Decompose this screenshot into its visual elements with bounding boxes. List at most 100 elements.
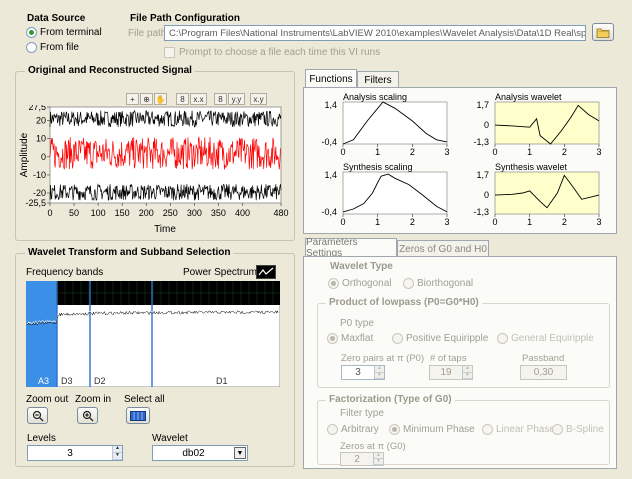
increment-arrow-icon[interactable]: ▲ xyxy=(463,366,472,373)
zero-pairs-stepper[interactable]: 3 ▲ ▼ xyxy=(341,365,385,380)
taps-value[interactable]: 19 xyxy=(440,367,452,378)
wavelet-select[interactable]: db02 ▼ xyxy=(152,445,248,461)
radio-linear-phase[interactable]: Linear Phase xyxy=(482,424,555,435)
x-tick-label: 300 xyxy=(187,208,202,218)
checkbox-box[interactable] xyxy=(164,47,175,58)
zero-pairs-value[interactable]: 3 xyxy=(355,367,361,378)
y-lock-icon[interactable]: 8 xyxy=(214,93,227,105)
radio-minimum-phase[interactable]: Minimum Phase xyxy=(389,424,475,435)
band-label-a3: A3 xyxy=(38,376,49,386)
radio-from-terminal[interactable]: From terminal xyxy=(26,27,102,38)
radio-dot-icon[interactable] xyxy=(327,333,338,344)
tab-zeros-g0-h0[interactable]: Zeros of G0 and H0 xyxy=(397,240,489,257)
levels-value[interactable]: 3 xyxy=(67,447,73,459)
radio-dot-icon[interactable] xyxy=(392,333,403,344)
y-tick-label: 0 xyxy=(484,120,489,130)
radio-maxflat[interactable]: Maxflat xyxy=(327,333,373,344)
y-tick-label: -0,4 xyxy=(321,137,337,147)
radio-dot-icon[interactable] xyxy=(328,278,339,289)
frequency-bands-graph[interactable]: A3 D3 D2 D1 xyxy=(26,281,280,387)
decrement-arrow-icon[interactable]: ▼ xyxy=(463,372,472,379)
band-label-d1: D1 xyxy=(216,376,228,386)
zoom-out-label: Zoom out xyxy=(26,394,69,405)
folder-icon xyxy=(596,28,610,38)
tab-parameters-settings[interactable]: Parameters Settings xyxy=(305,237,397,259)
increment-arrow-icon[interactable]: ▲ xyxy=(374,453,383,459)
radio-general-equiripple[interactable]: General Equiripple xyxy=(497,333,594,344)
radio-biorthogonal[interactable]: Biorthogonal xyxy=(403,278,473,289)
increment-arrow-icon[interactable]: ▲ xyxy=(113,446,122,453)
radio-dot-icon[interactable] xyxy=(26,27,37,38)
zoom-in-button[interactable] xyxy=(77,407,98,424)
y-format-icon[interactable]: y.y xyxy=(228,93,245,105)
select-all-button[interactable] xyxy=(126,407,150,424)
tab-functions[interactable]: Functions xyxy=(305,69,357,88)
y-tick-label: 1,7 xyxy=(476,170,489,180)
increment-arrow-icon[interactable]: ▲ xyxy=(375,366,384,373)
band-dividers xyxy=(56,281,280,387)
chevron-down-icon[interactable]: ▼ xyxy=(234,447,246,459)
radio-positive-equiripple[interactable]: Positive Equiripple xyxy=(392,333,488,344)
xy-format-icon[interactable]: x.y xyxy=(250,93,267,105)
zoom-out-button[interactable] xyxy=(27,407,48,424)
radio-from-file[interactable]: From file xyxy=(26,42,79,53)
zoom-in-icon xyxy=(82,410,93,421)
signal-traces xyxy=(49,109,282,202)
prompt-file-checkbox[interactable]: Prompt to choose a file each time this V… xyxy=(164,47,380,58)
zoom-in-label: Zoom in xyxy=(75,394,112,405)
radio-dot-icon[interactable] xyxy=(26,42,37,53)
radio-dot-icon[interactable] xyxy=(482,424,493,435)
radio-dot-icon[interactable] xyxy=(403,278,414,289)
function-curve xyxy=(342,101,448,145)
function-curve xyxy=(342,173,448,213)
y-tick-label: -25,5 xyxy=(25,198,46,208)
y-tick-label: -1,3 xyxy=(473,137,489,147)
x-format-icon[interactable]: x.x xyxy=(190,93,207,105)
factorization-title: Factorization (Type of G0) xyxy=(326,394,455,405)
file-path-input[interactable]: C:\Program Files\National Instruments\La… xyxy=(164,25,586,41)
y-tick-label: 20 xyxy=(36,116,46,126)
wavelet-transform-title: Wavelet Transform and Subband Selection xyxy=(25,247,234,258)
radio-orthogonal[interactable]: Orthogonal xyxy=(328,278,391,289)
x-tick-label: 1 xyxy=(375,217,380,227)
band-labels: A3 D3 D2 D1 xyxy=(38,376,228,386)
decrement-arrow-icon[interactable]: ▼ xyxy=(375,372,384,379)
decrement-arrow-icon[interactable]: ▼ xyxy=(374,459,383,465)
radio-b-spline[interactable]: B-Spline xyxy=(552,424,604,435)
y-tick-label: 27,5 xyxy=(28,105,46,112)
select-all-icon xyxy=(130,410,146,421)
signal-series-1 xyxy=(49,136,282,170)
signal-x-axis-label: Time xyxy=(154,224,176,235)
zoom-tool-icon[interactable]: ⊕ xyxy=(140,93,153,105)
radio-dot-icon[interactable] xyxy=(552,424,563,435)
function-plot-title: Analysis wavelet xyxy=(495,92,562,102)
decrement-arrow-icon[interactable]: ▼ xyxy=(113,453,122,460)
zeros-g0-stepper[interactable]: 2 ▲ ▼ xyxy=(340,452,384,466)
x-tick-label: 2 xyxy=(562,147,567,157)
passband-input[interactable]: 0,30 xyxy=(520,365,567,380)
x-lock-icon[interactable]: 8 xyxy=(176,93,189,105)
radio-arbitrary[interactable]: Arbitrary xyxy=(327,424,379,435)
x-tick-label: 50 xyxy=(69,208,79,218)
x-tick-label: 0 xyxy=(340,147,345,157)
x-tick-label: 250 xyxy=(163,208,178,218)
signal-x-ticks: 0 50 100 150 200 250 300 350 400 480 xyxy=(47,208,288,218)
radio-dot-icon[interactable] xyxy=(389,424,400,435)
levels-stepper[interactable]: 3 ▲ ▼ xyxy=(27,445,123,461)
radio-dot-icon[interactable] xyxy=(327,424,338,435)
band-label-d2: D2 xyxy=(94,376,106,386)
power-spectrum-toggle[interactable] xyxy=(256,265,276,279)
x-tick-label: 100 xyxy=(91,208,106,218)
cursor-tool-icon[interactable]: + xyxy=(126,93,139,105)
radio-dot-icon[interactable] xyxy=(497,333,508,344)
wavelet-type-title: Wavelet Type xyxy=(327,261,396,272)
taps-stepper[interactable]: 19 ▲ ▼ xyxy=(429,365,473,380)
browse-button[interactable] xyxy=(592,23,614,41)
levels-label: Levels xyxy=(27,433,56,444)
tab-filters[interactable]: Filters xyxy=(357,71,399,88)
pan-tool-icon[interactable]: ✋ xyxy=(154,93,167,105)
selected-band-a3[interactable] xyxy=(26,281,57,387)
zeros-g0-value[interactable]: 2 xyxy=(354,453,360,465)
x-tick-label: 3 xyxy=(596,147,601,157)
